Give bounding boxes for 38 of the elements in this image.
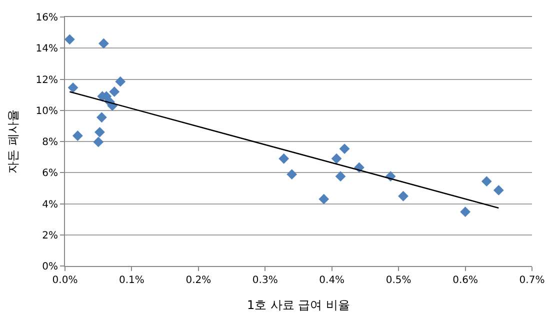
point xyxy=(72,130,83,141)
point xyxy=(98,38,109,49)
y-tick-label: 16% xyxy=(36,12,58,24)
x-axis-title: 1호 사료 급여 비율 xyxy=(246,298,350,312)
x-tick-label: 0.7% xyxy=(519,275,545,286)
x-tick-label: 0.2% xyxy=(186,275,212,286)
point xyxy=(68,82,78,93)
point xyxy=(286,169,298,180)
point xyxy=(460,206,470,218)
point xyxy=(93,136,104,148)
point xyxy=(335,171,346,182)
x-tick-label: 0.1% xyxy=(119,275,144,286)
y-tick-label: 14% xyxy=(36,44,58,55)
y-tick-label: 12% xyxy=(36,74,58,86)
y-tick-label: 0% xyxy=(42,262,58,272)
point xyxy=(278,153,290,164)
point xyxy=(339,144,350,154)
y-tick-label: 10% xyxy=(36,106,58,117)
point xyxy=(65,34,75,45)
point xyxy=(481,176,492,187)
x-tick-label: 0.4% xyxy=(319,275,345,286)
x-tick-label: 0.6% xyxy=(452,275,478,286)
x-tick-label: 0.3% xyxy=(252,275,278,286)
point xyxy=(115,76,126,87)
x-tick-label: 0.5% xyxy=(386,275,412,286)
point xyxy=(493,185,504,196)
point xyxy=(96,112,107,123)
y-axis-title: 자돈 폐사율 xyxy=(6,110,20,174)
point xyxy=(318,194,330,204)
y-tick-label: 4% xyxy=(42,199,58,210)
y-tick-label: 8% xyxy=(42,137,58,148)
point xyxy=(331,153,342,164)
x-tick-label: 0.0% xyxy=(52,275,78,286)
point xyxy=(398,190,408,202)
point xyxy=(109,86,120,97)
y-tick-label: 6% xyxy=(42,168,58,180)
point xyxy=(94,126,105,138)
y-tick-label: 2% xyxy=(42,230,58,242)
